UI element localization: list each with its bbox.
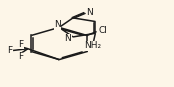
Text: Cl: Cl xyxy=(98,26,107,35)
Text: N: N xyxy=(64,34,71,43)
Text: F: F xyxy=(18,52,23,61)
Text: N: N xyxy=(54,20,61,29)
Text: F: F xyxy=(7,46,12,55)
Text: F: F xyxy=(18,40,23,49)
Text: NH₂: NH₂ xyxy=(84,41,101,50)
Text: N: N xyxy=(86,8,93,17)
